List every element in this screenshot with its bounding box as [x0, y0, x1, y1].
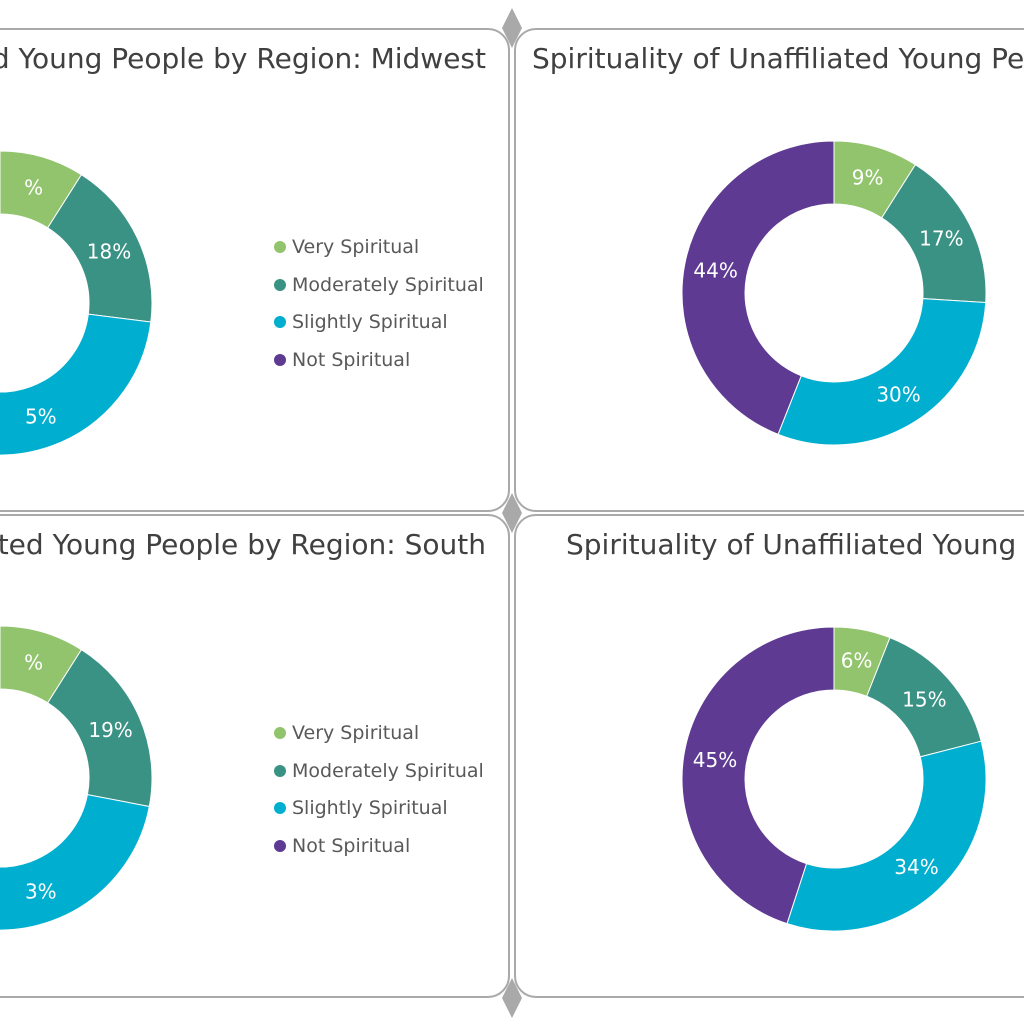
- data-label-slightly-spiritual: 30%: [876, 383, 920, 407]
- legend-item-not-spiritual: Not Spiritual: [274, 827, 484, 865]
- legend-item-slightly-spiritual: Slightly Spiritual: [274, 789, 484, 827]
- chart-title: ted Young People by Region: South: [0, 528, 486, 561]
- legend-marker: [274, 278, 286, 291]
- data-label-not-spiritual: 44%: [693, 258, 737, 282]
- data-label-not-spiritual: 45%: [693, 748, 737, 772]
- chart-title: ed Young People by Region: Midwest: [0, 42, 486, 75]
- data-label-moderately-spiritual: 17%: [919, 226, 963, 250]
- legend-marker: [274, 316, 286, 329]
- chart-panel-overall-top: Spirituality of Unaffiliated Young Peo 9…: [514, 28, 1024, 512]
- donut-slice-slightly-spiritual: [777, 298, 987, 446]
- data-label-very-spiritual: %: [24, 175, 43, 199]
- chart-legend: Very Spiritual Moderately Spiritual Slig…: [274, 228, 484, 379]
- legend-marker: [274, 802, 286, 815]
- donut-chart: % 18% 5%: [0, 150, 153, 456]
- donut-chart: % 19% 3%: [0, 625, 153, 931]
- legend-marker: [274, 353, 286, 366]
- data-label-moderately-spiritual: 19%: [88, 718, 132, 742]
- data-label-moderately-spiritual: 18%: [87, 240, 131, 264]
- legend-item-moderately-spiritual: Moderately Spiritual: [274, 752, 484, 790]
- donut-slice-slightly-spiritual: [0, 794, 150, 931]
- chart-panel-south: ted Young People by Region: South % 19% 3%…: [0, 514, 510, 998]
- legend-item-moderately-spiritual: Moderately Spiritual: [274, 266, 484, 304]
- data-label-slightly-spiritual: 5%: [25, 404, 57, 428]
- chart-title: Spirituality of Unaffiliated Young Peo: [532, 42, 1024, 75]
- legend-item-very-spiritual: Very Spiritual: [274, 228, 484, 266]
- donut-slice-not-spiritual: [681, 626, 835, 925]
- data-label-moderately-spiritual: 15%: [902, 687, 946, 711]
- legend-label: Slightly Spiritual: [292, 311, 448, 334]
- donut-slice-slightly-spiritual: [0, 313, 152, 456]
- data-label-slightly-spiritual: 3%: [25, 879, 57, 903]
- legend-marker: [274, 240, 286, 253]
- legend-label: Not Spiritual: [292, 348, 411, 371]
- legend-label: Slightly Spiritual: [292, 797, 448, 820]
- legend-marker: [274, 764, 286, 777]
- legend-label: Very Spiritual: [292, 235, 420, 258]
- data-label-very-spiritual: %: [24, 650, 43, 674]
- legend-label: Very Spiritual: [292, 721, 420, 744]
- legend-marker: [274, 839, 286, 852]
- chart-title: Spirituality of Unaffiliated Young P: [566, 528, 1024, 561]
- chart-panel-overall-bottom: Spirituality of Unaffiliated Young P 6% 1…: [514, 514, 1024, 998]
- donut-chart: 6% 15% 34% 45%: [681, 626, 987, 932]
- chart-panel-midwest: ed Young People by Region: Midwest % 18% 5…: [0, 28, 510, 512]
- chart-legend: Very Spiritual Moderately Spiritual Slig…: [274, 714, 484, 865]
- legend-item-not-spiritual: Not Spiritual: [274, 341, 484, 379]
- donut-slice-slightly-spiritual: [786, 740, 987, 932]
- legend-label: Not Spiritual: [292, 834, 411, 857]
- donut-slice-not-spiritual: [681, 140, 835, 435]
- legend-item-slightly-spiritual: Slightly Spiritual: [274, 303, 484, 341]
- legend-item-very-spiritual: Very Spiritual: [274, 714, 484, 752]
- legend-label: Moderately Spiritual: [292, 759, 484, 782]
- legend-label: Moderately Spiritual: [292, 273, 484, 296]
- legend-marker: [274, 726, 286, 739]
- data-label-very-spiritual: 9%: [852, 165, 884, 189]
- data-label-very-spiritual: 6%: [841, 649, 873, 673]
- donut-chart: 9% 17% 30% 44%: [681, 140, 987, 446]
- data-label-slightly-spiritual: 34%: [894, 855, 938, 879]
